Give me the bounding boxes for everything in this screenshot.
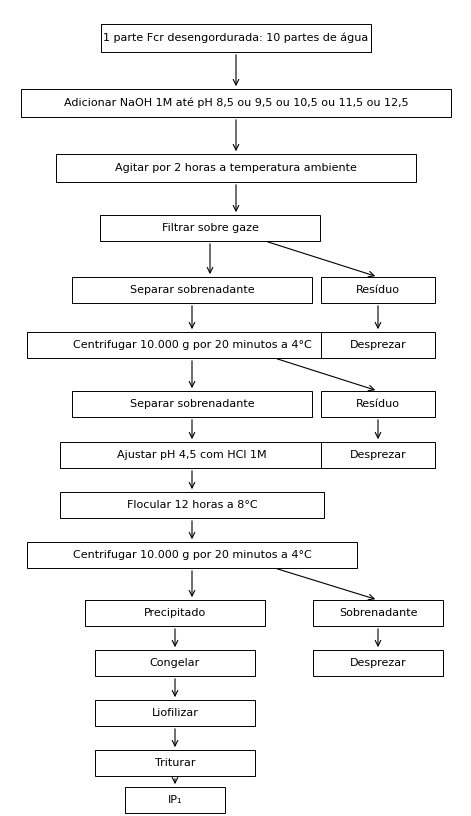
FancyBboxPatch shape: [321, 442, 435, 468]
FancyBboxPatch shape: [27, 332, 357, 358]
Text: Ajustar pH 4,5 com HCl 1M: Ajustar pH 4,5 com HCl 1M: [117, 450, 267, 460]
FancyBboxPatch shape: [27, 542, 357, 568]
Text: Separar sobrenadante: Separar sobrenadante: [130, 285, 254, 295]
FancyBboxPatch shape: [100, 215, 320, 241]
Text: Desprezar: Desprezar: [349, 658, 406, 668]
FancyBboxPatch shape: [101, 24, 371, 52]
Text: Filtrar sobre gaze: Filtrar sobre gaze: [162, 223, 259, 233]
Text: 1 parte Fcr desengordurada: 10 partes de água: 1 parte Fcr desengordurada: 10 partes de…: [103, 33, 369, 43]
Text: Resíduo: Resíduo: [356, 399, 400, 409]
Text: Flocular 12 horas a 8°C: Flocular 12 horas a 8°C: [127, 500, 257, 510]
FancyBboxPatch shape: [95, 750, 255, 776]
FancyBboxPatch shape: [313, 650, 443, 676]
Text: Centrifugar 10.000 g por 20 minutos a 4°C: Centrifugar 10.000 g por 20 minutos a 4°…: [73, 340, 311, 350]
FancyBboxPatch shape: [321, 332, 435, 358]
FancyBboxPatch shape: [85, 600, 265, 626]
Text: Resíduo: Resíduo: [356, 285, 400, 295]
Text: Congelar: Congelar: [150, 658, 200, 668]
FancyBboxPatch shape: [72, 391, 312, 417]
Text: Desprezar: Desprezar: [349, 340, 406, 350]
FancyBboxPatch shape: [321, 277, 435, 303]
Text: Triturar: Triturar: [155, 758, 195, 768]
FancyBboxPatch shape: [95, 700, 255, 726]
FancyBboxPatch shape: [125, 787, 225, 813]
Text: Agitar por 2 horas a temperatura ambiente: Agitar por 2 horas a temperatura ambient…: [115, 163, 357, 173]
Text: Precipitado: Precipitado: [144, 608, 206, 618]
Text: IP₁: IP₁: [168, 795, 182, 805]
Text: Sobrenadante: Sobrenadante: [339, 608, 417, 618]
Text: Centrifugar 10.000 g por 20 minutos a 4°C: Centrifugar 10.000 g por 20 minutos a 4°…: [73, 550, 311, 560]
Text: Adicionar NaOH 1M até pH 8,5 ou 9,5 ou 10,5 ou 11,5 ou 12,5: Adicionar NaOH 1M até pH 8,5 ou 9,5 ou 1…: [64, 98, 408, 109]
Text: Separar sobrenadante: Separar sobrenadante: [130, 399, 254, 409]
FancyBboxPatch shape: [321, 391, 435, 417]
FancyBboxPatch shape: [72, 277, 312, 303]
Text: Desprezar: Desprezar: [349, 450, 406, 460]
FancyBboxPatch shape: [313, 600, 443, 626]
FancyBboxPatch shape: [21, 89, 451, 117]
FancyBboxPatch shape: [95, 650, 255, 676]
FancyBboxPatch shape: [56, 154, 416, 182]
FancyBboxPatch shape: [60, 492, 324, 518]
FancyBboxPatch shape: [60, 442, 324, 468]
Text: Liofilizar: Liofilizar: [152, 708, 198, 718]
